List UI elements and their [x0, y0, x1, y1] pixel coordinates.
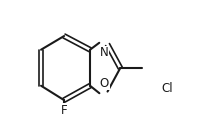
Text: O: O [100, 77, 109, 90]
Text: N: N [100, 46, 109, 59]
Text: F: F [61, 104, 67, 117]
Text: Cl: Cl [162, 82, 173, 95]
